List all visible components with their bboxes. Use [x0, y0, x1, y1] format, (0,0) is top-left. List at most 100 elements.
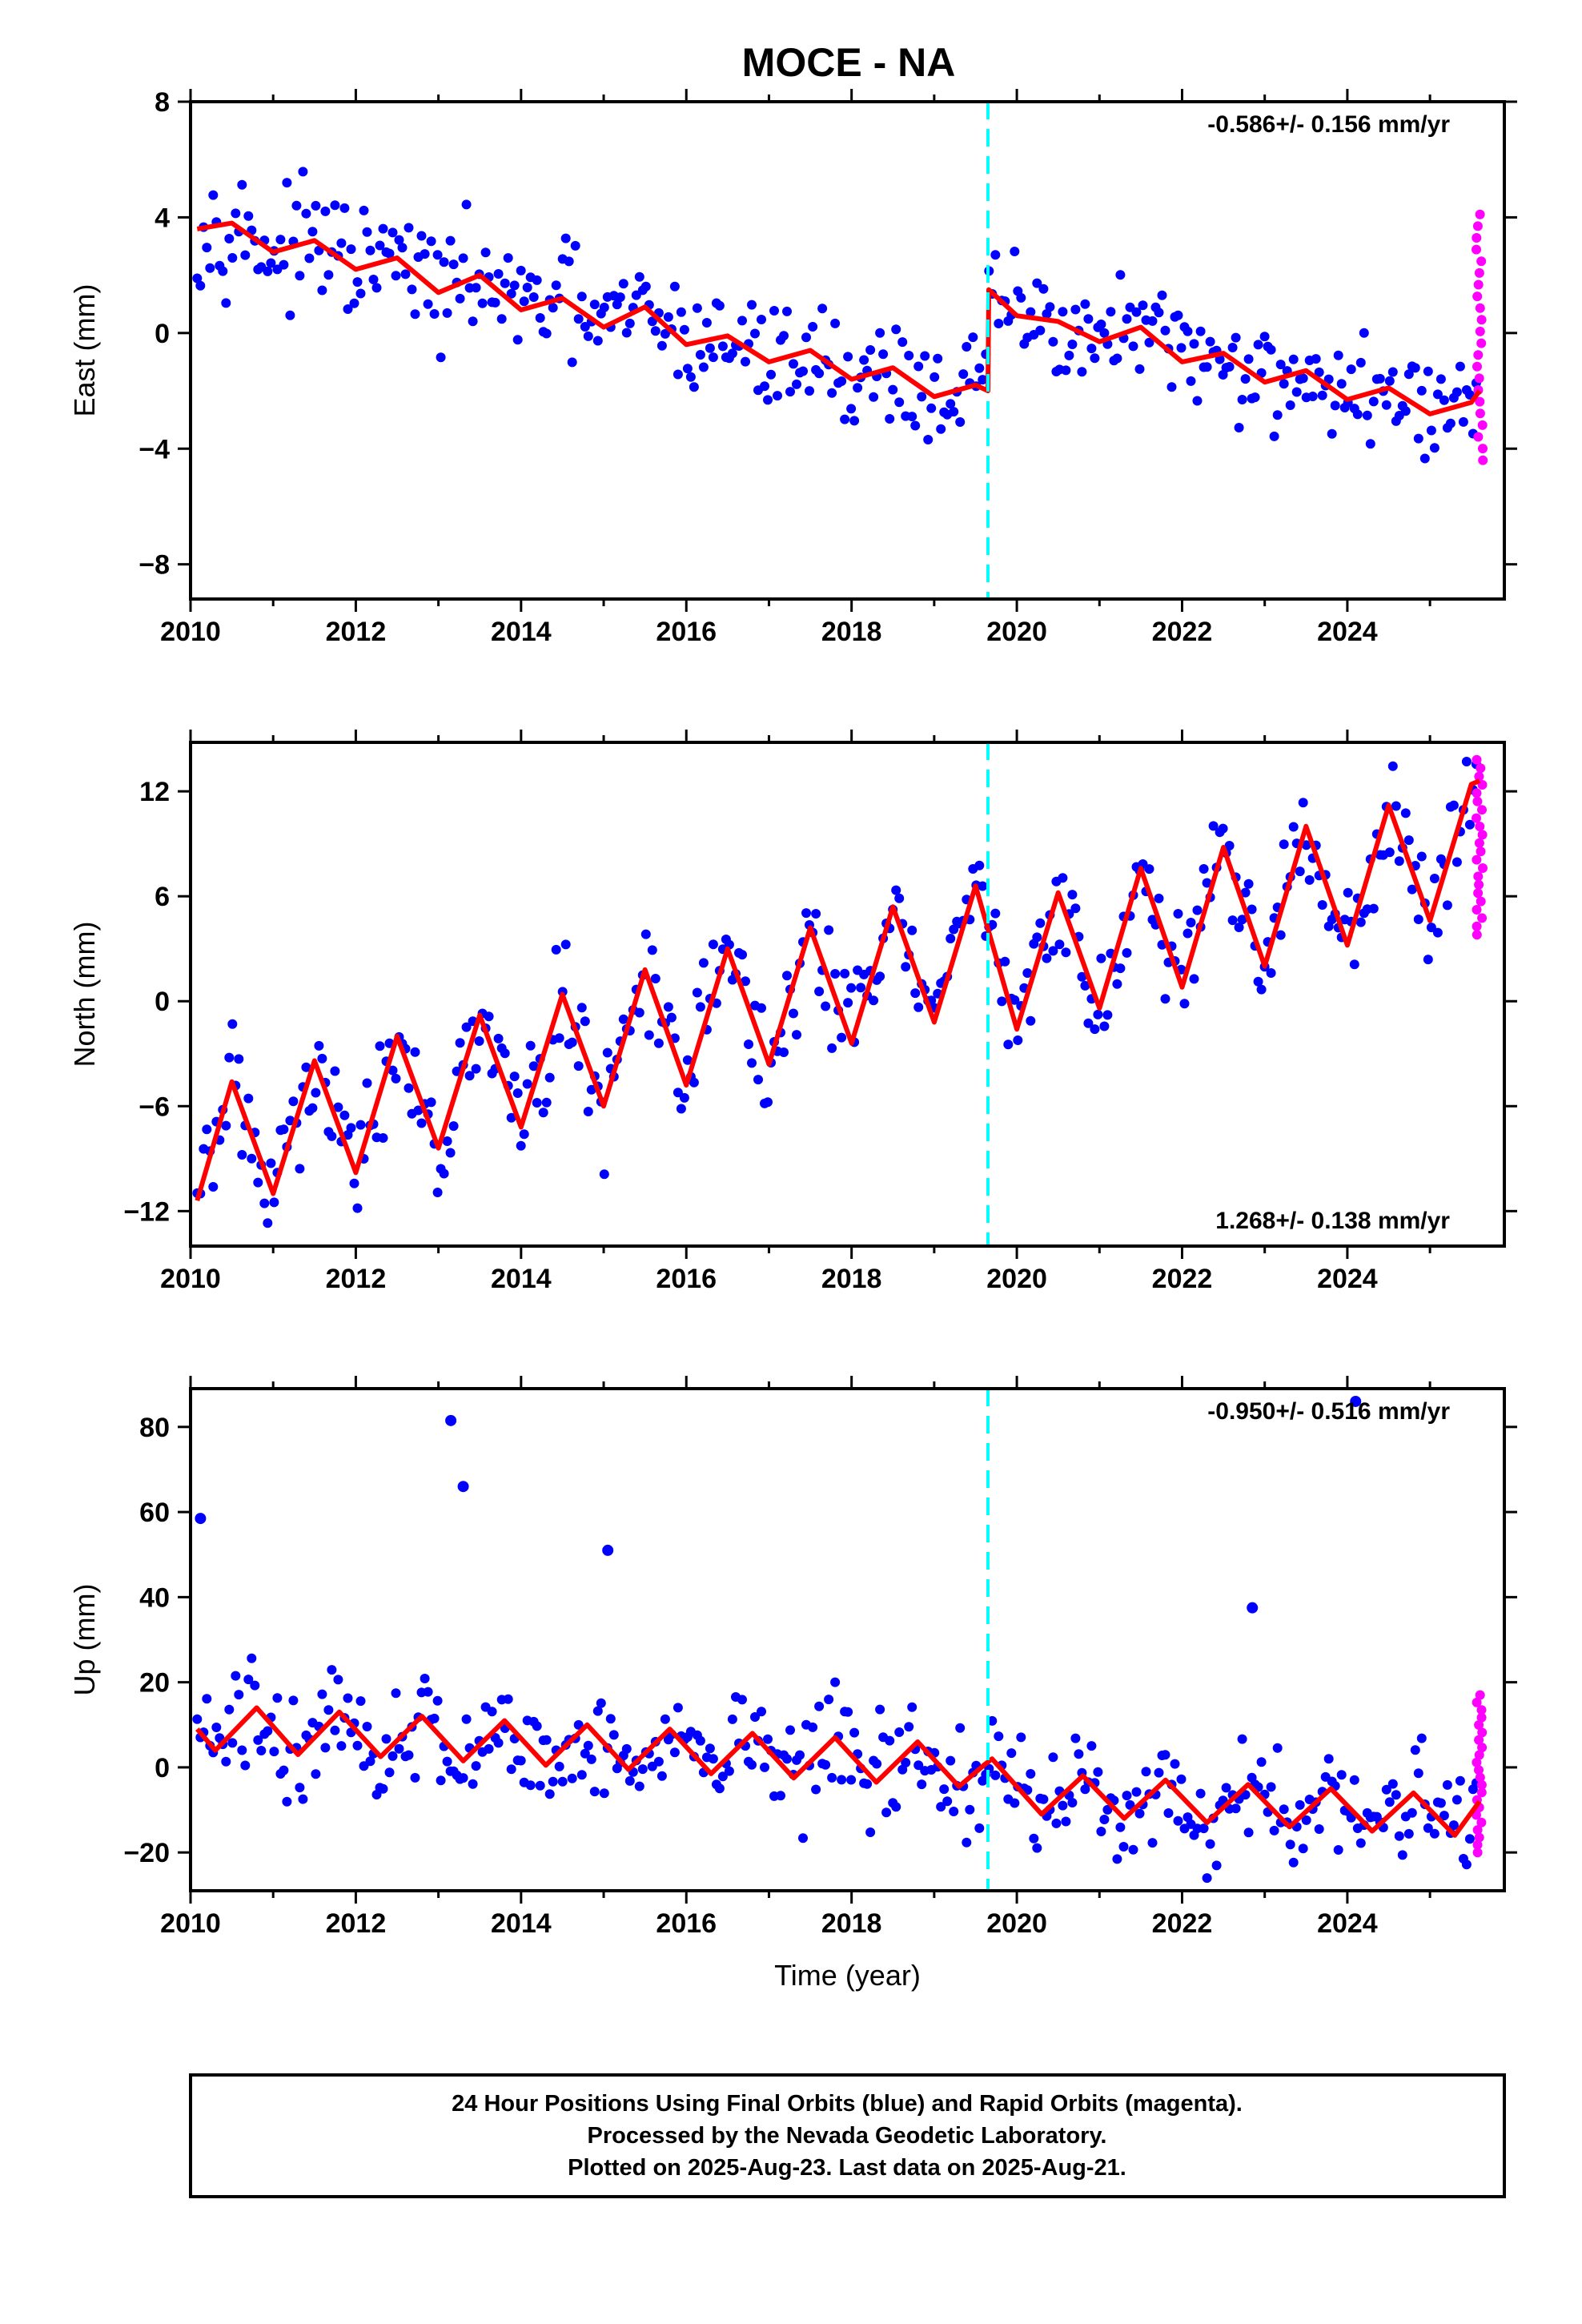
final-orbit-point	[1026, 1015, 1036, 1026]
x-tick-label: 2012	[326, 1908, 387, 1939]
final-orbit-point	[1349, 959, 1359, 970]
y-tick-label: −20	[123, 1838, 170, 1868]
final-orbit-point	[698, 362, 709, 372]
final-orbit-point	[599, 1788, 609, 1799]
final-orbit-point	[583, 1740, 593, 1751]
final-orbit-point	[1176, 1774, 1186, 1784]
final-orbit-point	[339, 203, 350, 213]
final-orbit-point	[1154, 1767, 1164, 1778]
final-orbit-point	[1387, 761, 1398, 771]
final-orbit-point	[1333, 350, 1343, 360]
final-orbit-point	[695, 350, 705, 360]
final-orbit-point	[461, 1022, 472, 1032]
final-orbit-point	[1192, 396, 1203, 406]
final-orbit-point	[375, 240, 385, 251]
final-orbit-point	[1359, 328, 1369, 338]
final-orbit-point	[1279, 379, 1289, 389]
final-orbit-point	[1211, 1860, 1222, 1871]
final-orbit-point	[901, 1758, 911, 1767]
final-orbit-point	[532, 1098, 542, 1108]
final-orbit-point	[846, 404, 857, 414]
final-orbit-point	[717, 1771, 728, 1782]
rapid-orbit-point	[1476, 763, 1486, 774]
final-orbit-point	[1400, 406, 1411, 416]
final-orbit-point	[1106, 307, 1116, 317]
final-orbit-point	[1237, 1734, 1247, 1744]
rapid-orbit-point	[1472, 921, 1482, 931]
final-orbit-point	[621, 328, 632, 338]
final-orbit-point	[1176, 343, 1186, 353]
rapid-orbit-point	[1474, 838, 1484, 848]
velocity-rate-label: 1.268+/- 0.138 mm/yr	[1215, 1208, 1450, 1234]
final-orbit-point	[717, 341, 728, 352]
final-orbit-point	[1234, 923, 1244, 932]
final-orbit-point	[830, 318, 841, 328]
final-orbit-point	[910, 988, 921, 999]
final-orbit-point	[801, 908, 811, 919]
final-orbit-point	[330, 1066, 340, 1076]
final-orbit-point	[849, 416, 860, 426]
final-orbit-point	[602, 1047, 612, 1058]
final-orbit-point	[837, 1775, 847, 1785]
final-orbit-point	[1279, 1804, 1289, 1815]
y-tick-label: 20	[139, 1668, 170, 1699]
rapid-orbit-point	[1472, 905, 1482, 915]
final-orbit-point	[445, 1148, 456, 1158]
final-orbit-point	[1279, 839, 1289, 850]
rapid-orbit-point	[1476, 846, 1486, 857]
final-orbit-point	[1173, 1815, 1183, 1826]
final-orbit-point	[592, 1706, 603, 1716]
final-orbit-point	[471, 1063, 481, 1074]
final-orbit-point	[461, 199, 472, 210]
final-orbit-point	[1275, 930, 1286, 940]
final-orbit-point	[211, 1723, 222, 1732]
final-orbit-point	[1029, 1833, 1039, 1844]
final-orbit-point	[480, 247, 491, 258]
final-orbit-point	[795, 1750, 805, 1760]
final-orbit-point	[1295, 866, 1305, 877]
final-orbit-point	[708, 1754, 718, 1764]
final-orbit-point	[362, 227, 372, 237]
final-orbit-point	[1352, 409, 1363, 420]
final-orbit-point	[394, 235, 404, 245]
final-orbit-point	[673, 1088, 683, 1098]
final-orbit-point	[439, 1168, 449, 1179]
final-orbit-point	[1131, 1787, 1142, 1797]
final-orbit-point	[336, 1741, 347, 1751]
final-orbit-point	[298, 1794, 308, 1804]
final-orbit-point	[962, 1837, 972, 1848]
final-orbit-point	[679, 1092, 689, 1103]
rapid-orbit-point	[1477, 1727, 1488, 1738]
final-orbit-point	[741, 356, 750, 367]
final-orbit-point	[221, 1756, 231, 1767]
final-orbit-point	[763, 1097, 773, 1108]
final-orbit-point	[830, 1677, 841, 1687]
final-orbit-point	[269, 1197, 279, 1208]
final-orbit-point	[901, 962, 911, 972]
final-orbit-point	[885, 1735, 895, 1746]
final-orbit-point	[378, 223, 388, 234]
plot-frame	[189, 1387, 1506, 1892]
final-orbit-point	[1355, 917, 1366, 927]
final-orbit-point	[387, 227, 398, 238]
final-orbit-point	[1429, 1828, 1439, 1839]
final-orbit-point	[365, 245, 375, 255]
final-orbit-point	[1224, 841, 1235, 850]
rapid-orbit-point	[1474, 771, 1484, 782]
final-orbit-point	[583, 331, 593, 341]
final-orbit-point	[458, 1773, 468, 1783]
final-orbit-point	[323, 270, 334, 280]
final-orbit-point	[589, 1787, 600, 1797]
rapid-orbit-point	[1472, 1848, 1483, 1858]
final-orbit-point	[1166, 382, 1177, 392]
rapid-orbit-point	[1475, 396, 1485, 407]
rapid-orbit-point	[1472, 788, 1482, 798]
final-orbit-point	[1384, 847, 1395, 858]
final-orbit-point	[766, 369, 776, 380]
final-orbit-point	[1202, 362, 1212, 372]
final-orbit-point	[910, 420, 921, 431]
final-orbit-point	[320, 206, 331, 216]
final-orbit-point	[327, 1665, 337, 1675]
y-axis-label: North (mm)	[68, 922, 101, 1068]
x-tick-label: 2024	[1317, 1908, 1378, 1939]
